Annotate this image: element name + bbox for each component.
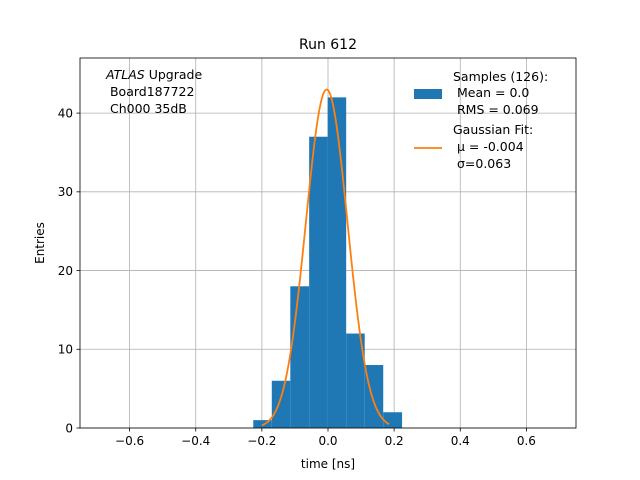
y-tick-label: 40: [58, 106, 73, 120]
legend-rms: RMS = 0.069: [453, 102, 539, 117]
chart-title: Run 612: [299, 37, 357, 53]
y-axis-label: Entries: [33, 222, 47, 264]
atlas-annotation: ATLAS Upgrade Board187722 Ch000 35dB: [105, 67, 202, 116]
x-tick-label: −0.6: [115, 434, 144, 448]
y-tick-label: 0: [65, 421, 73, 435]
legend: Samples (126): Mean = 0.0 RMS = 0.069 Ga…: [414, 69, 548, 171]
legend-mu: μ = -0.004: [453, 139, 524, 154]
x-axis-label: time [ns]: [301, 457, 355, 471]
annotation-channel: Ch000 35dB: [106, 101, 187, 116]
annotation-board: Board187722: [106, 84, 194, 99]
axis-ticks: −0.6 −0.4 −0.2 0.0 0.2 0.4 0.6 0 10 20 30 40: [58, 106, 536, 448]
histogram-bar: [309, 136, 328, 429]
legend-sigma: σ=0.063: [453, 156, 511, 171]
y-tick-label: 10: [58, 343, 73, 357]
legend-mean: Mean = 0.0: [453, 85, 529, 100]
legend-histogram-label: Samples (126):: [453, 69, 548, 84]
x-tick-label: 0.4: [451, 434, 470, 448]
annotation-upgrade: Upgrade: [145, 67, 203, 82]
x-tick-label: −0.2: [247, 434, 276, 448]
y-tick-label: 30: [58, 185, 73, 199]
x-tick-label: 0.6: [517, 434, 536, 448]
y-tick-label: 20: [58, 264, 73, 278]
legend-fit-label: Gaussian Fit:: [453, 122, 533, 137]
histogram-bar: [271, 380, 291, 428]
fit-curve: [261, 88, 390, 427]
gaussian-fit: [261, 88, 390, 427]
x-tick-label: 0.0: [318, 434, 337, 448]
annotation-atlas: ATLAS: [105, 67, 145, 82]
annotation-line-1: ATLAS Upgrade: [105, 67, 202, 82]
x-tick-label: 0.2: [385, 434, 404, 448]
x-tick-label: −0.4: [181, 434, 210, 448]
histogram-bar: [290, 286, 310, 428]
histogram-bar: [383, 412, 403, 428]
histogram-bars: [253, 97, 403, 429]
histogram-bar: [327, 97, 347, 429]
legend-histogram-swatch: [414, 89, 442, 99]
histogram-bar: [346, 333, 365, 428]
